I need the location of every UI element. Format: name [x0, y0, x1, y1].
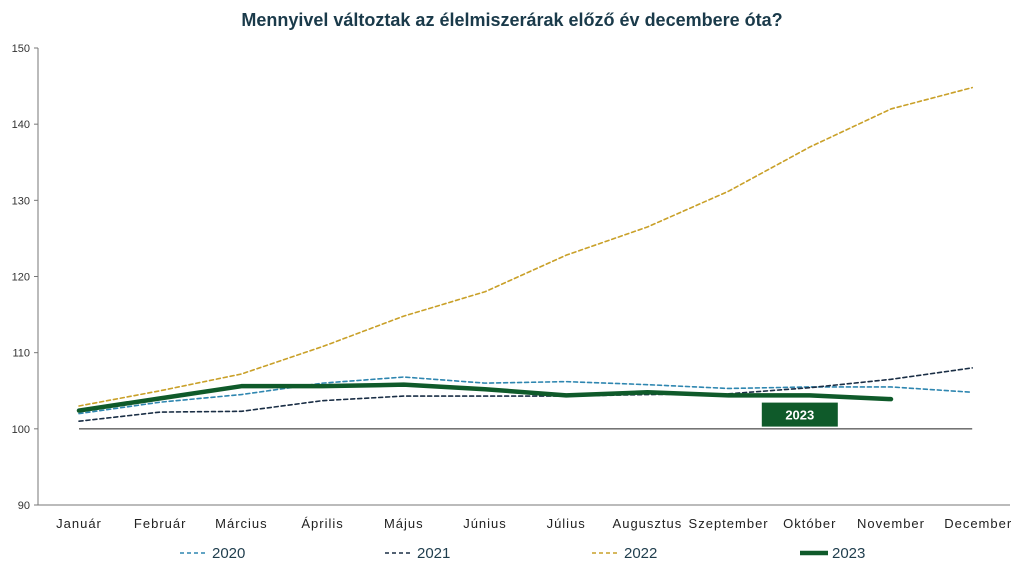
x-tick-label: Május — [384, 516, 424, 531]
legend: 2020 2021 2022 2023 — [180, 545, 865, 562]
x-tick-label: Július — [547, 516, 586, 531]
x-tick-label: Augusztus — [613, 516, 683, 531]
x-tick-label: December — [944, 516, 1012, 531]
y-tick-label: 140 — [12, 119, 30, 131]
y-axis: 90 100 110 120 130 140 150 — [12, 43, 1010, 512]
y-tick-label: 130 — [12, 195, 30, 207]
y-tick-label: 120 — [12, 272, 30, 284]
x-tick-label: Szeptember — [689, 516, 769, 531]
x-tick-label: Október — [783, 516, 836, 531]
x-axis-labels: Január Február Március Április Május Június Jú… — [56, 516, 1012, 531]
annotation-box — [761, 402, 838, 427]
y-tick-label: 100 — [12, 424, 30, 436]
legend-label-2023: 2023 — [832, 545, 865, 562]
x-tick-label: Január — [56, 516, 102, 531]
y-tick-label: 150 — [12, 43, 30, 55]
series-line-2020 — [78, 376, 974, 415]
series-line-2021 — [78, 367, 974, 423]
y-tick-label: 90 — [18, 500, 30, 512]
chart-title: Mennyivel változtak az élelmiszerárak el… — [241, 10, 783, 30]
x-tick-label: Február — [134, 516, 187, 531]
x-tick-label: Június — [463, 516, 507, 531]
x-tick-label: Március — [215, 516, 268, 531]
series-lines — [76, 86, 974, 423]
x-tick-label: Április — [301, 516, 343, 531]
y-tick-label: 110 — [12, 348, 30, 360]
legend-label-2021: 2021 — [417, 545, 450, 562]
series-line-2023 — [76, 382, 894, 413]
annotations: 2023 — [761, 402, 838, 427]
x-tick-label: November — [857, 516, 925, 531]
legend-label-2020: 2020 — [212, 545, 245, 562]
legend-label-2022: 2022 — [624, 545, 657, 562]
series-line-2022 — [78, 86, 974, 407]
annotation-label: 2023 — [785, 408, 814, 423]
